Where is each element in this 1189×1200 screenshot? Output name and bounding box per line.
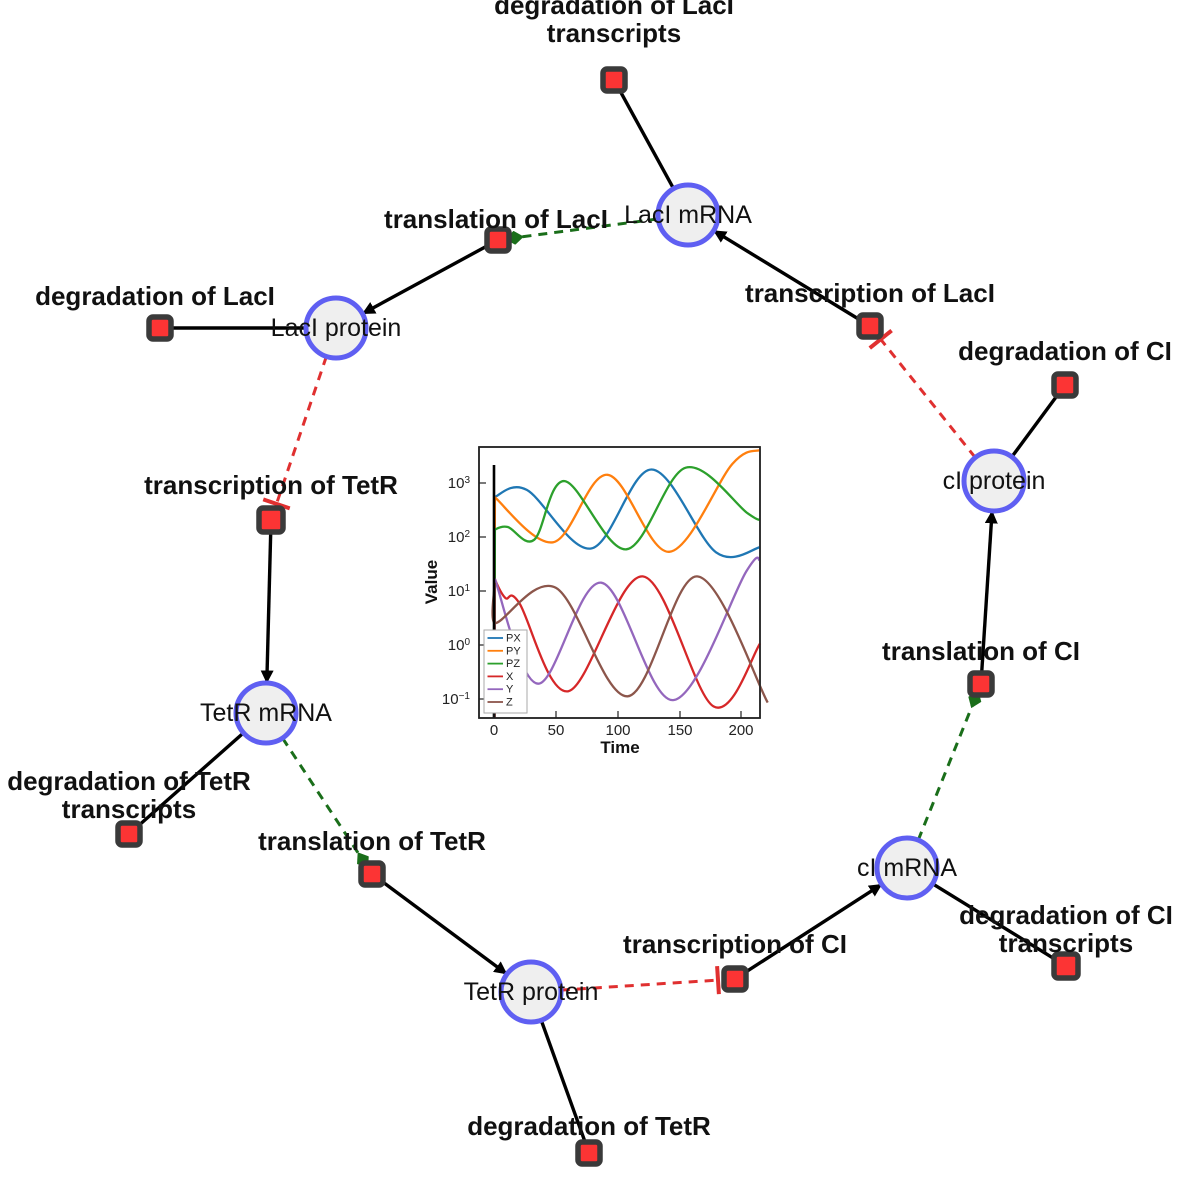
svg-text:transcription of CI: transcription of CI xyxy=(623,929,847,959)
svg-text:PZ: PZ xyxy=(506,658,520,670)
svg-text:TetR mRNA: TetR mRNA xyxy=(200,699,332,727)
svg-text:degradation of TetR: degradation of TetR xyxy=(467,1111,711,1141)
svg-text:X: X xyxy=(506,671,514,683)
svg-text:transcription of LacI: transcription of LacI xyxy=(745,278,995,308)
svg-text:100: 100 xyxy=(605,722,630,739)
svg-text:translation of TetR: translation of TetR xyxy=(258,826,486,856)
svg-text:10−1: 10−1 xyxy=(442,691,471,709)
svg-text:Value: Value xyxy=(422,560,441,604)
svg-text:PY: PY xyxy=(506,645,521,657)
svg-text:100: 100 xyxy=(448,637,471,655)
svg-text:transcripts: transcripts xyxy=(62,794,196,824)
svg-text:transcripts: transcripts xyxy=(999,928,1133,958)
svg-text:LacI mRNA: LacI mRNA xyxy=(624,201,752,229)
svg-text:degradation of LacI: degradation of LacI xyxy=(35,281,275,311)
svg-text:Z: Z xyxy=(506,697,513,709)
svg-text:LacI protein: LacI protein xyxy=(271,314,402,342)
svg-text:transcription of TetR: transcription of TetR xyxy=(144,470,398,500)
svg-text:degradation of CI: degradation of CI xyxy=(958,336,1172,366)
svg-text:150: 150 xyxy=(667,722,692,739)
svg-text:103: 103 xyxy=(448,475,471,493)
svg-text:101: 101 xyxy=(448,583,471,601)
svg-text:TetR protein: TetR protein xyxy=(464,978,599,1006)
svg-text:cI mRNA: cI mRNA xyxy=(857,854,957,882)
svg-text:degradation of CI: degradation of CI xyxy=(959,900,1173,930)
svg-text:translation of CI: translation of CI xyxy=(882,636,1080,666)
svg-text:cI protein: cI protein xyxy=(943,467,1046,495)
svg-text:102: 102 xyxy=(448,529,471,547)
svg-text:degradation of LacI: degradation of LacI xyxy=(494,0,734,20)
svg-text:200: 200 xyxy=(728,722,753,739)
svg-text:transcripts: transcripts xyxy=(547,18,681,48)
svg-text:50: 50 xyxy=(548,722,565,739)
svg-text:Y: Y xyxy=(506,684,514,696)
svg-text:PX: PX xyxy=(506,633,521,645)
svg-text:translation of LacI: translation of LacI xyxy=(384,204,608,234)
svg-text:0: 0 xyxy=(490,722,498,739)
svg-text:degradation of TetR: degradation of TetR xyxy=(7,766,251,796)
svg-text:Time: Time xyxy=(600,738,639,757)
